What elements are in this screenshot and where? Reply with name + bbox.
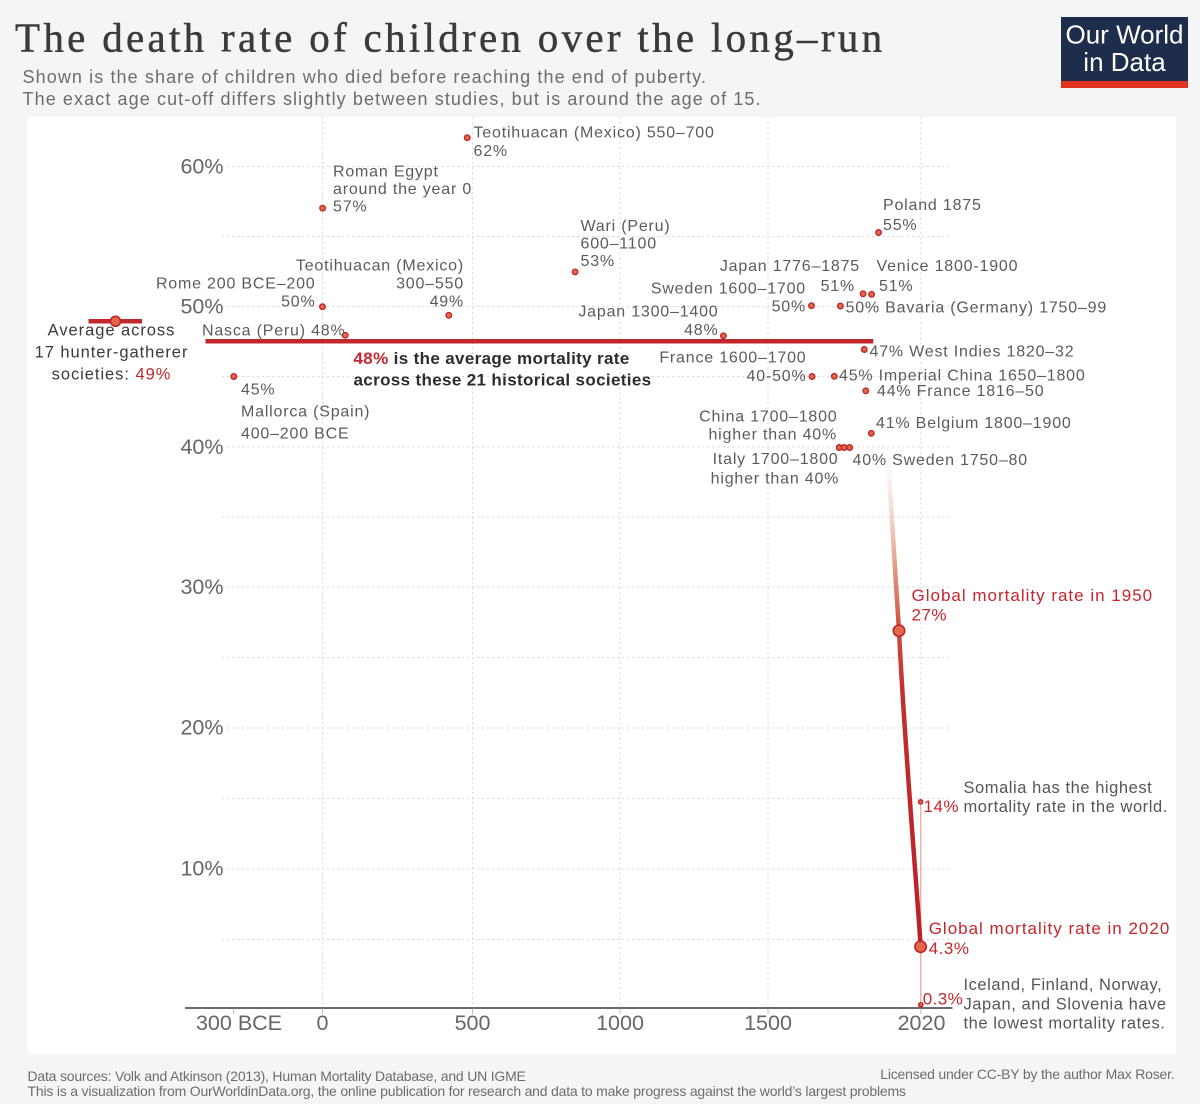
svg-text:1000: 1000 — [596, 1011, 644, 1035]
svg-text:40%: 40% — [180, 435, 223, 459]
svg-text:Sweden 1600–1700: Sweden 1600–1700 — [651, 281, 806, 298]
svg-text:Poland 1875: Poland 1875 — [883, 197, 982, 214]
svg-text:400–200 BCE: 400–200 BCE — [241, 426, 349, 443]
svg-text:300–550: 300–550 — [396, 275, 464, 292]
svg-text:10%: 10% — [180, 857, 223, 881]
svg-text:China 1700–1800: China 1700–1800 — [699, 409, 837, 426]
svg-text:mortality rate in the world.: mortality rate in the world. — [964, 798, 1168, 816]
svg-text:47% West Indies 1820–32: 47% West Indies 1820–32 — [870, 344, 1075, 361]
svg-text:across these 21 historical soc: across these 21 historical societies — [354, 371, 652, 390]
svg-text:1500: 1500 — [744, 1011, 792, 1035]
svg-text:48% is the average mortality r: 48% is the average mortality rate — [354, 349, 630, 368]
svg-text:Shown is the share of children: Shown is the share of children who died … — [23, 67, 708, 87]
svg-text:Global mortality rate in 2020: Global mortality rate in 2020 — [929, 919, 1171, 938]
svg-text:57%: 57% — [333, 199, 367, 216]
svg-text:Global mortality rate in 1950: Global mortality rate in 1950 — [912, 586, 1154, 605]
svg-text:2020: 2020 — [898, 1011, 946, 1035]
svg-text:France 1600–1700: France 1600–1700 — [659, 350, 806, 367]
svg-text:Nasca (Peru) 48%: Nasca (Peru) 48% — [202, 323, 346, 340]
svg-text:higher than 40%: higher than 40% — [708, 427, 837, 444]
svg-text:Somalia has the highest: Somalia has the highest — [964, 779, 1153, 797]
svg-text:48%: 48% — [684, 322, 718, 339]
svg-text:600–1100: 600–1100 — [581, 236, 657, 253]
svg-text:41% Belgium 1800–1900: 41% Belgium 1800–1900 — [876, 415, 1072, 432]
svg-text:20%: 20% — [180, 716, 223, 740]
svg-text:53%: 53% — [581, 253, 615, 270]
svg-text:The exact age cut-off differs: The exact age cut-off differs slightly b… — [23, 89, 762, 109]
svg-text:Data sources: Volk and Atkinso: Data sources: Volk and Atkinson (2013), … — [28, 1068, 526, 1084]
svg-text:Roman Egypt: Roman Egypt — [333, 164, 439, 181]
svg-text:44% France 1816–50: 44% France 1816–50 — [877, 383, 1044, 400]
svg-text:Average across: Average across — [48, 322, 176, 340]
svg-text:higher than 40%: higher than 40% — [711, 470, 840, 487]
svg-text:14%: 14% — [924, 797, 960, 816]
svg-text:4.3%: 4.3% — [929, 939, 970, 958]
svg-text:300 BCE: 300 BCE — [196, 1011, 282, 1035]
svg-text:50% Bavaria (Germany) 1750–99: 50% Bavaria (Germany) 1750–99 — [846, 299, 1108, 316]
svg-text:60%: 60% — [180, 155, 223, 179]
svg-text:55%: 55% — [883, 217, 917, 234]
svg-text:45% Imperial China 1650–1800: 45% Imperial China 1650–1800 — [839, 367, 1086, 384]
svg-text:40% Sweden 1750–80: 40% Sweden 1750–80 — [853, 452, 1028, 469]
svg-text:societies: 49%: societies: 49% — [52, 366, 172, 384]
svg-text:50%: 50% — [281, 293, 315, 310]
svg-text:Venice 1800-1900: Venice 1800-1900 — [877, 258, 1019, 275]
svg-text:30%: 30% — [180, 575, 223, 599]
svg-text:the lowest mortality rates.: the lowest mortality rates. — [964, 1015, 1166, 1033]
svg-text:Licensed under CC-BY by the au: Licensed under CC-BY by the author Max R… — [880, 1066, 1174, 1082]
svg-text:around the year 0: around the year 0 — [333, 181, 472, 198]
svg-text:62%: 62% — [474, 143, 508, 160]
svg-text:0: 0 — [317, 1011, 329, 1035]
svg-text:Japan 1776–1875: Japan 1776–1875 — [720, 258, 860, 275]
svg-text:500: 500 — [455, 1011, 491, 1035]
svg-text:The death rate of children ove: The death rate of children over the long… — [15, 15, 885, 61]
svg-text:Rome 200 BCE–200: Rome 200 BCE–200 — [156, 275, 316, 292]
svg-text:50%: 50% — [772, 299, 806, 316]
svg-text:Mallorca (Spain): Mallorca (Spain) — [241, 404, 370, 421]
svg-text:51%: 51% — [879, 278, 913, 295]
svg-text:45%: 45% — [241, 382, 275, 399]
svg-text:Italy 1700–1800: Italy 1700–1800 — [713, 451, 839, 468]
svg-text:51%: 51% — [821, 278, 855, 295]
svg-text:Teotihuacan (Mexico): Teotihuacan (Mexico) — [296, 257, 464, 274]
svg-text:Wari (Peru): Wari (Peru) — [581, 218, 671, 235]
svg-text:40-50%: 40-50% — [747, 368, 807, 385]
svg-text:49%: 49% — [430, 294, 464, 311]
svg-text:Japan, and Slovenia have: Japan, and Slovenia have — [964, 995, 1167, 1013]
svg-text:Iceland, Finland, Norway,: Iceland, Finland, Norway, — [964, 976, 1163, 994]
svg-text:Our World: Our World — [1066, 20, 1184, 50]
svg-text:17 hunter-gatherer: 17 hunter-gatherer — [35, 344, 189, 362]
svg-text:27%: 27% — [912, 606, 948, 625]
svg-text:Japan 1300–1400: Japan 1300–1400 — [578, 303, 718, 320]
svg-text:This is a visualization from O: This is a visualization from OurWorldinD… — [28, 1083, 906, 1099]
svg-text:in Data: in Data — [1083, 47, 1166, 77]
svg-text:50%: 50% — [180, 295, 223, 319]
svg-text:Teotihuacan (Mexico) 550–700: Teotihuacan (Mexico) 550–700 — [474, 125, 715, 142]
svg-text:0.3%: 0.3% — [923, 989, 963, 1008]
